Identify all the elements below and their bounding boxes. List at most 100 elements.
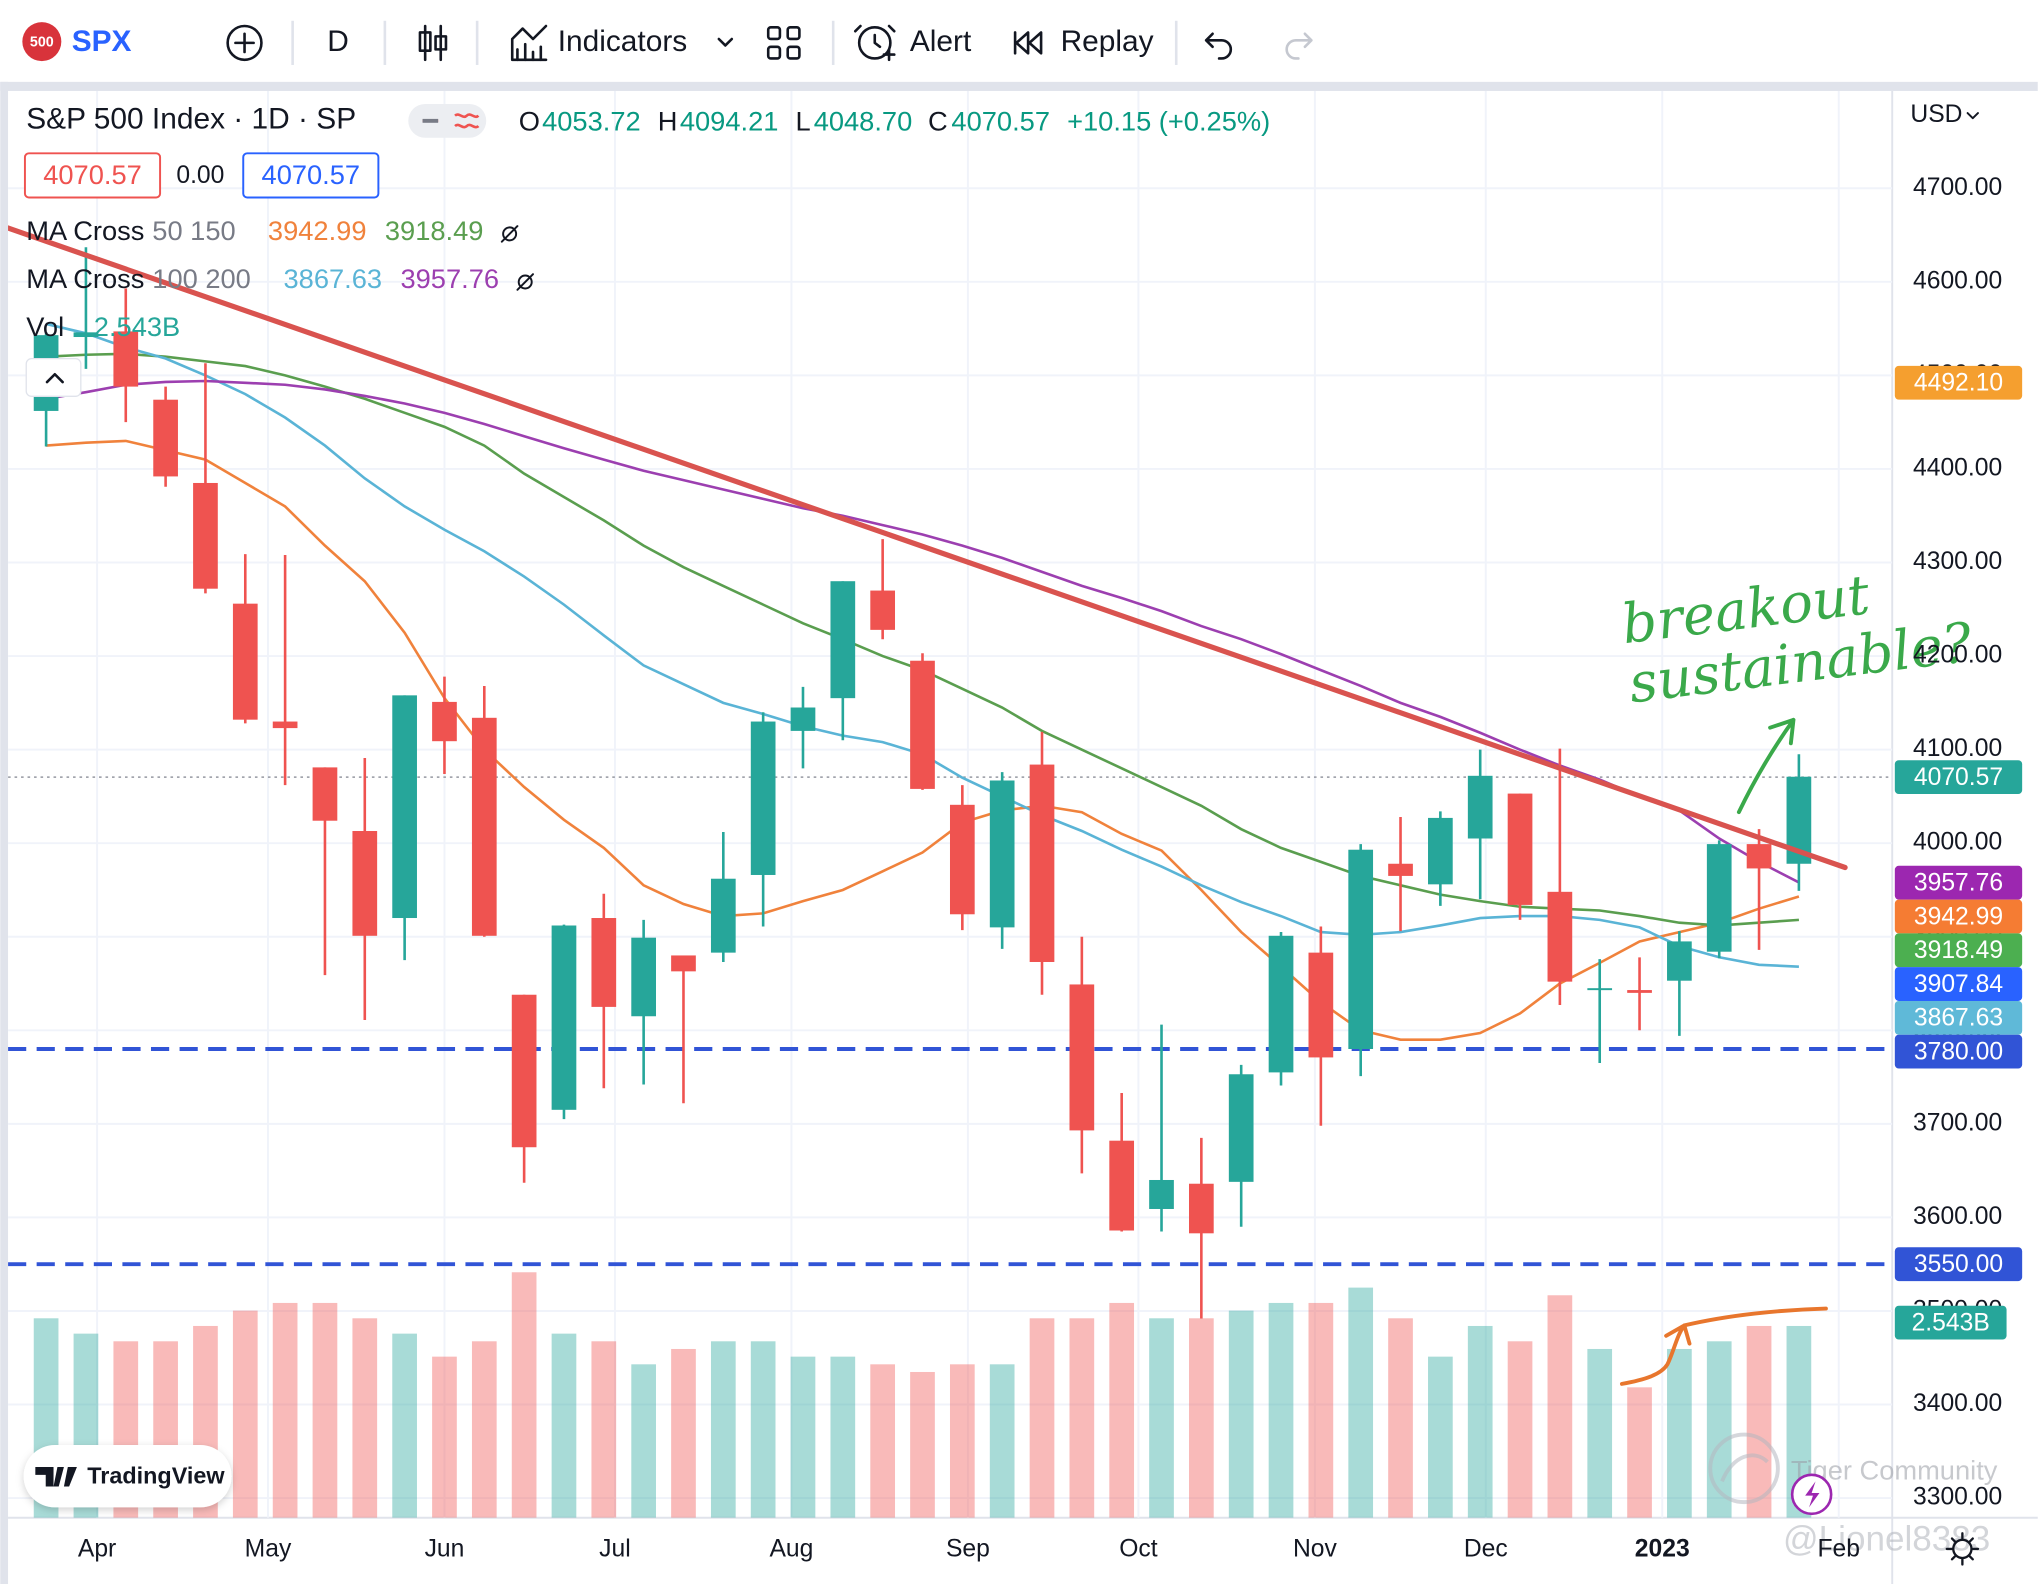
price-badge-label: 3550.00	[1914, 1251, 2003, 1278]
frame-left	[0, 81, 9, 1584]
indicator-params: 50 150	[152, 215, 235, 246]
y-tick-label: 3700.00	[1913, 1109, 2002, 1136]
ohlc-label: L	[795, 106, 810, 137]
candle-body	[591, 918, 617, 1007]
replay-button[interactable]: Replay	[1013, 25, 1154, 58]
volume-bar	[1149, 1318, 1174, 1518]
candle-body	[1467, 775, 1493, 839]
volume-bar	[1627, 1387, 1652, 1518]
interval[interactable]: D	[327, 25, 349, 58]
indicators-button[interactable]: Indicators	[510, 24, 734, 62]
y-tick-label: 4000.00	[1913, 829, 2002, 856]
toolbar: 500 SPX D Indicators Alert Replay	[22, 20, 1313, 65]
volume-bar	[1428, 1356, 1453, 1518]
volume-bar	[949, 1364, 975, 1518]
undo-button[interactable]	[1204, 32, 1233, 60]
hide-icon[interactable]	[516, 273, 534, 291]
price-badge-label: 3780.00	[1914, 1038, 2003, 1065]
settings-button[interactable]	[1945, 1532, 1980, 1566]
volume-name: Vol	[26, 311, 64, 342]
volume-bar	[989, 1364, 1015, 1518]
volume-bar	[432, 1356, 457, 1518]
indicator-name: MA Cross	[26, 215, 144, 246]
plot-area	[8, 90, 1893, 1518]
layouts-button[interactable]	[766, 25, 801, 60]
y-tick-label: 4400.00	[1913, 454, 2002, 481]
candle-body	[1228, 1074, 1254, 1182]
currency[interactable]: USD	[1910, 101, 1962, 128]
volume-bar	[830, 1356, 856, 1518]
lightning-icon	[1805, 1481, 1820, 1508]
volume-bar	[551, 1333, 577, 1518]
candle-body	[551, 925, 577, 1110]
volume-bar	[1308, 1302, 1334, 1518]
redo-button[interactable]	[1285, 32, 1313, 60]
volume-bar	[631, 1364, 656, 1518]
candle-body	[870, 590, 896, 630]
volume-bar	[1189, 1318, 1214, 1518]
volume-bar	[910, 1371, 935, 1518]
price-axis: 4700.004600.004500.004400.004300.004200.…	[1894, 174, 2023, 1511]
price-badge	[1894, 760, 2023, 795]
candle-body	[232, 603, 258, 720]
logo-text: TradingView	[87, 1463, 225, 1489]
volume-bar	[1388, 1318, 1413, 1518]
candle-body	[352, 831, 378, 936]
x-tick-label: 2023	[1635, 1536, 1690, 1563]
ohlc-value: 4070.57	[951, 106, 1050, 137]
volume-bar	[1467, 1325, 1493, 1518]
sell-price: 4070.57	[43, 159, 142, 190]
symbol[interactable]: SPX	[72, 25, 132, 58]
buy-box[interactable]	[242, 152, 380, 199]
price-badge	[1894, 967, 2023, 1001]
candle-body	[471, 717, 497, 936]
volume-bar	[870, 1364, 896, 1518]
volume-bar	[750, 1341, 776, 1518]
watermark-icon	[1708, 1432, 1780, 1505]
x-tick-label: Oct	[1119, 1536, 1158, 1563]
candle-body	[710, 878, 736, 953]
ohlc-value: 4094.21	[680, 106, 779, 137]
chart-type-button[interactable]	[418, 24, 448, 62]
orange-arrow	[1619, 1306, 1828, 1386]
add-symbol-button[interactable]	[226, 24, 263, 62]
status-pill[interactable]	[408, 103, 487, 138]
volume-bar	[1746, 1325, 1772, 1518]
candle-body	[312, 767, 338, 821]
x-tick-label: Dec	[1464, 1536, 1508, 1563]
x-tick-label: Sep	[946, 1536, 990, 1563]
candle-body	[910, 660, 935, 789]
hide-icon[interactable]	[500, 225, 519, 243]
candle-body	[432, 701, 457, 742]
volume-bar	[710, 1341, 736, 1518]
price-badge-label: 3957.76	[1914, 870, 2003, 897]
volume-bar	[1029, 1318, 1055, 1518]
candle-body	[272, 721, 298, 729]
candle-body	[1667, 941, 1692, 981]
volume-bar	[1268, 1302, 1294, 1518]
sell-box[interactable]	[23, 152, 162, 199]
price-badge	[1894, 865, 2023, 900]
price-badge	[1894, 899, 2023, 934]
ohlc-label: C	[928, 106, 948, 137]
logo-pill	[23, 1444, 232, 1508]
collapse-legend-button[interactable]	[25, 357, 82, 397]
candle-body	[1507, 793, 1533, 905]
volume-value: 2.543B	[94, 311, 180, 342]
candle-body	[1547, 891, 1573, 982]
indicator-params: 100 200	[152, 263, 251, 294]
volume-bar	[1587, 1348, 1613, 1518]
volume-bar	[232, 1310, 258, 1518]
ohlc-label: O	[519, 106, 540, 137]
candle-body	[153, 399, 178, 477]
y-tick-label: 3600.00	[1913, 1203, 2002, 1230]
symbol-badge[interactable]	[22, 22, 62, 62]
y-tick-label: 4100.00	[1913, 735, 2002, 762]
volume-badge	[1894, 1305, 2007, 1340]
volume-bar	[790, 1356, 816, 1518]
alert-button[interactable]: Alert	[853, 24, 972, 62]
candle-body	[631, 937, 656, 1017]
ohlc-label: H	[658, 106, 678, 137]
candle-body	[1746, 844, 1772, 869]
